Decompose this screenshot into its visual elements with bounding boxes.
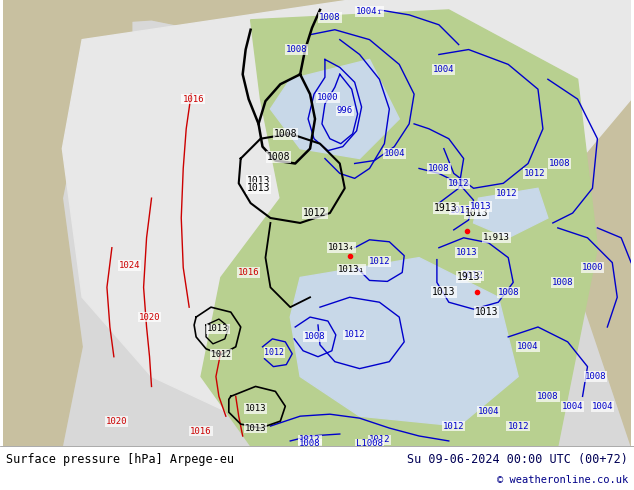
Text: 1013: 1013	[247, 183, 270, 193]
Text: 1013: 1013	[207, 324, 229, 334]
Text: Surface pressure [hPa] Arpege-eu: Surface pressure [hPa] Arpege-eu	[6, 453, 234, 466]
Text: 1012: 1012	[496, 189, 517, 198]
Text: 1008: 1008	[537, 392, 559, 401]
Text: 1008: 1008	[273, 129, 297, 139]
Polygon shape	[290, 258, 518, 426]
Text: 1013: 1013	[465, 208, 488, 218]
Polygon shape	[3, 0, 631, 40]
Text: 1013: 1013	[245, 423, 266, 433]
Text: 1012: 1012	[299, 436, 321, 444]
Text: 1004₁: 1004₁	[356, 7, 383, 16]
Text: © weatheronline.co.uk: © weatheronline.co.uk	[497, 475, 628, 485]
Text: 1008: 1008	[304, 332, 326, 342]
Text: 1008: 1008	[549, 159, 571, 168]
Text: 1013: 1013	[245, 404, 266, 413]
Polygon shape	[548, 0, 631, 446]
Text: 1024: 1024	[119, 261, 141, 270]
Polygon shape	[62, 0, 631, 446]
Text: 1012: 1012	[211, 350, 231, 359]
Text: 1008: 1008	[285, 45, 307, 54]
Polygon shape	[3, 0, 631, 446]
Text: 996: 996	[337, 106, 353, 116]
Text: 1013₄: 1013₄	[328, 243, 355, 252]
Text: 1013: 1013	[432, 287, 456, 297]
Text: 1008: 1008	[319, 13, 340, 23]
Polygon shape	[3, 0, 132, 119]
Text: 1000: 1000	[317, 93, 339, 101]
Text: 1008: 1008	[428, 164, 450, 173]
Text: 1012: 1012	[369, 257, 390, 266]
Text: L1008: L1008	[356, 440, 383, 448]
Text: 1020: 1020	[139, 313, 160, 321]
Text: 1013: 1013	[475, 307, 498, 317]
Text: 1004: 1004	[562, 402, 583, 411]
Text: 1004: 1004	[592, 402, 613, 411]
Text: 1004: 1004	[384, 149, 405, 158]
Text: 1004: 1004	[433, 65, 455, 74]
Text: 1004: 1004	[517, 343, 539, 351]
Text: 1012: 1012	[462, 271, 483, 280]
Text: 1004: 1004	[477, 407, 499, 416]
Text: 1012: 1012	[369, 436, 390, 444]
Polygon shape	[271, 59, 399, 159]
Text: 1012: 1012	[344, 330, 365, 340]
Text: 1013₁: 1013₁	[339, 265, 365, 274]
Text: 1016: 1016	[190, 426, 212, 436]
Polygon shape	[201, 10, 597, 446]
Text: 1913: 1913	[457, 272, 481, 282]
Text: 1012: 1012	[507, 421, 529, 431]
Text: 1013: 1013	[456, 248, 477, 257]
Text: 1008: 1008	[552, 278, 574, 287]
Text: 1008: 1008	[299, 440, 321, 448]
Text: 1016: 1016	[238, 268, 259, 277]
Text: 1000: 1000	[582, 263, 603, 272]
Text: 1₁913: 1₁913	[483, 233, 510, 243]
Text: 1020: 1020	[106, 416, 127, 426]
Text: 1012: 1012	[524, 169, 546, 178]
Text: 1012: 1012	[303, 208, 327, 218]
Text: Su 09-06-2024 00:00 UTC (00+72): Su 09-06-2024 00:00 UTC (00+72)	[407, 453, 628, 466]
Text: 1012: 1012	[264, 348, 285, 357]
Text: 1008: 1008	[585, 372, 606, 381]
Text: 1012: 1012	[443, 421, 465, 431]
Text: 1012: 1012	[450, 206, 472, 215]
Text: 1008: 1008	[267, 151, 290, 162]
Text: 1913: 1913	[434, 203, 458, 213]
Polygon shape	[474, 188, 548, 238]
Text: 1016: 1016	[183, 95, 204, 103]
Text: 1013: 1013	[470, 201, 491, 211]
Polygon shape	[3, 0, 82, 446]
Text: 1012: 1012	[448, 179, 469, 188]
Text: 1013: 1013	[247, 176, 270, 186]
Text: 1008: 1008	[498, 288, 519, 297]
